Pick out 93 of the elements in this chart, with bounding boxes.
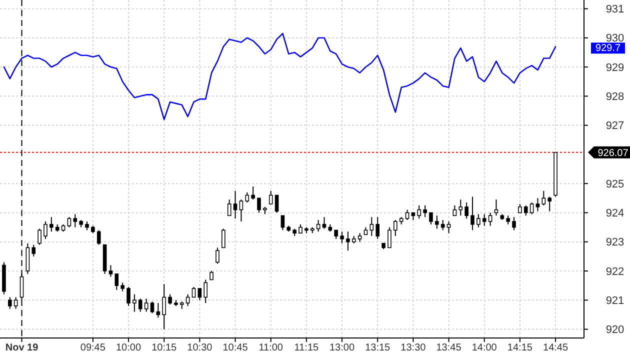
candlestick — [274, 194, 279, 214]
candlestick — [168, 294, 172, 305]
candlestick — [340, 231, 344, 244]
ref-line-label: 926.07 — [598, 148, 629, 159]
candlestick — [488, 212, 492, 226]
x-tick-label: 13:00 — [330, 342, 355, 354]
candlestick — [227, 199, 232, 216]
candlestick — [198, 288, 202, 301]
candlestick — [470, 196, 474, 231]
candlestick — [73, 214, 78, 228]
candlestick — [458, 199, 463, 216]
candlestick — [476, 214, 480, 228]
x-tick-label: 13:30 — [400, 342, 426, 354]
candlestick — [67, 216, 72, 228]
x-tick-label: 10:30 — [187, 342, 213, 354]
candlestick — [8, 296, 12, 310]
candlestick — [316, 219, 320, 232]
candlestick — [370, 216, 374, 237]
x-tick-label: 11:00 — [258, 342, 284, 354]
candlestick — [482, 214, 486, 226]
candlestick — [50, 216, 54, 232]
candlestick — [14, 296, 18, 310]
candlestick — [346, 231, 350, 252]
candlestick — [429, 212, 433, 225]
candlestick — [388, 226, 392, 248]
y-tick-label: 931 — [606, 4, 624, 16]
candlestick — [446, 220, 451, 234]
candlestick — [233, 190, 238, 220]
y-tick-label: 927 — [606, 120, 624, 132]
candlestick — [268, 190, 273, 204]
y-tick-label: 923 — [606, 236, 624, 249]
x-tick-label: 10:15 — [152, 342, 178, 354]
y-tick-label: 922 — [606, 266, 624, 278]
candlestick — [464, 202, 468, 220]
candlestick — [394, 219, 398, 237]
candlestick — [222, 228, 226, 248]
candlestick — [245, 192, 250, 204]
x-tick-label: 10:00 — [116, 342, 142, 354]
candlestick — [257, 198, 261, 214]
y-tick-label: 925 — [606, 178, 624, 190]
x-tick-label: 14:00 — [472, 342, 498, 354]
candlestick — [126, 286, 130, 306]
candlestick — [216, 247, 220, 264]
y-tick-label: 920 — [606, 324, 624, 336]
candlestick — [96, 230, 101, 246]
x-tick-label: Nov 19 — [5, 342, 39, 354]
candlestick — [440, 219, 445, 231]
candlestick — [452, 204, 457, 216]
candlestick — [405, 209, 410, 220]
candlestick — [542, 190, 546, 206]
candlestick — [162, 284, 166, 330]
y-tick-label: 924 — [606, 208, 624, 220]
candlestick — [280, 215, 285, 231]
candlestick — [114, 273, 119, 290]
candlestick — [512, 216, 516, 231]
candlestick — [204, 279, 208, 304]
candlestick — [494, 199, 498, 216]
x-tick-label: 10:45 — [222, 342, 248, 354]
candlestick — [530, 202, 534, 215]
candlestick — [108, 264, 113, 278]
x-tick-label: 14:45 — [543, 342, 568, 354]
candlestick — [548, 196, 552, 212]
candlestick — [44, 220, 48, 240]
y-tick-label: 929 — [606, 62, 624, 74]
candlestick — [144, 298, 148, 312]
candlestick — [435, 215, 439, 230]
candlestick — [423, 204, 427, 218]
y-tick-label: 921 — [606, 294, 624, 307]
candlestick — [239, 199, 244, 222]
candlestick — [524, 204, 528, 216]
x-tick-label: 09:45 — [80, 342, 106, 354]
candlestick — [26, 242, 30, 274]
y-tick-label: 928 — [606, 91, 624, 104]
candlestick — [376, 216, 380, 240]
candlestick — [417, 204, 422, 220]
x-tick-label: 14:15 — [507, 342, 533, 354]
text: 929.7 — [595, 43, 621, 54]
y-tick-label: 930 — [606, 32, 624, 45]
x-tick-label: 13:15 — [365, 342, 391, 354]
candlestick — [32, 244, 36, 257]
x-tick-label: 13:45 — [436, 342, 462, 354]
candlestick — [156, 302, 160, 318]
candlestick — [251, 186, 255, 200]
candlestick — [150, 301, 154, 314]
candlestick — [322, 216, 326, 230]
candlestick — [38, 228, 42, 246]
candlestick — [138, 298, 142, 312]
line-series — [3, 32, 556, 120]
candlestick — [132, 294, 136, 312]
candlestick — [192, 286, 196, 298]
candlestick — [186, 294, 190, 306]
candlestick — [536, 198, 540, 212]
x-tick-label: 11:15 — [294, 342, 320, 354]
